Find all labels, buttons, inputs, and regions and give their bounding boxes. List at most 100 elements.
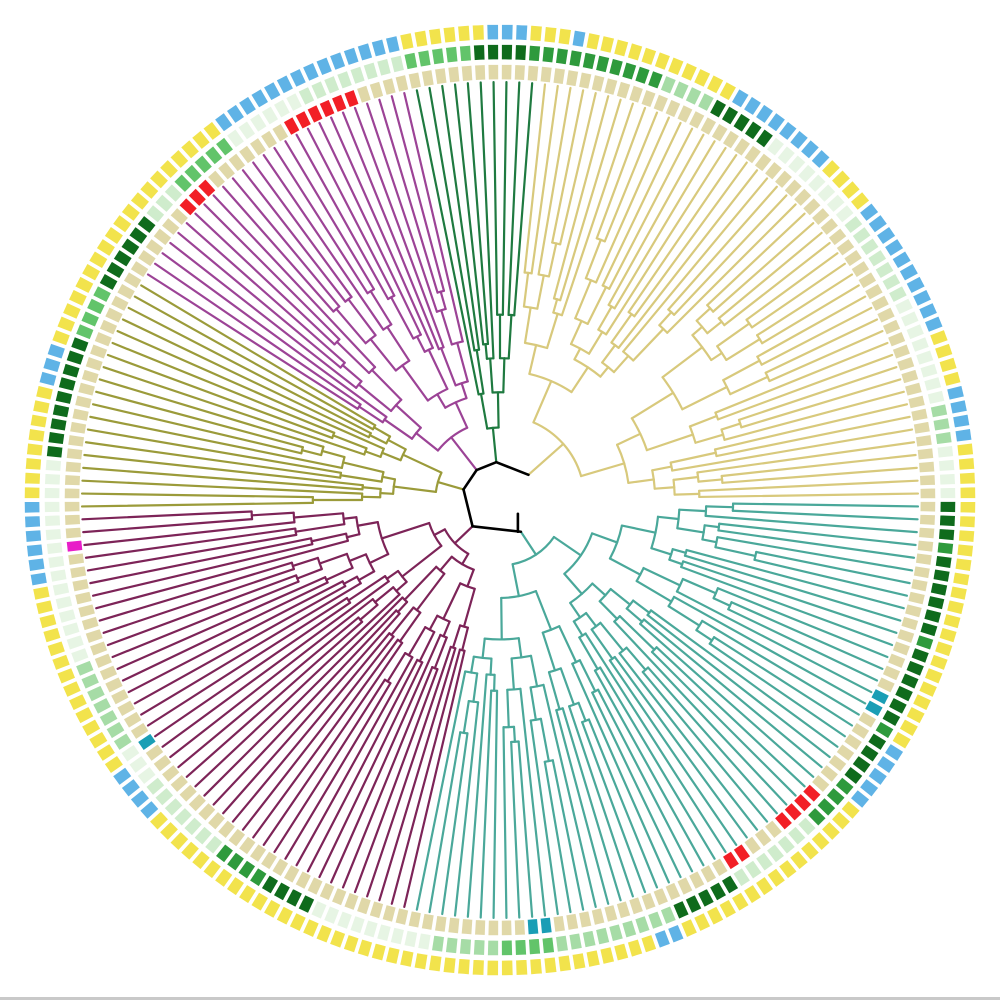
branch-arc bbox=[573, 358, 602, 378]
branch-arc bbox=[753, 550, 758, 561]
internal-branch bbox=[470, 655, 475, 674]
internal-branch bbox=[517, 637, 523, 659]
outer-ring-tile bbox=[653, 50, 672, 72]
internal-branch bbox=[512, 725, 517, 743]
leaf-branch bbox=[353, 106, 445, 349]
leaf-branch bbox=[84, 441, 342, 479]
inner-ring-tile bbox=[698, 115, 718, 137]
internal-branch bbox=[618, 615, 656, 651]
middle-ring-tile bbox=[880, 708, 903, 728]
branch-arc bbox=[595, 237, 606, 243]
leaf-branch bbox=[543, 760, 572, 914]
outer-ring-tile bbox=[94, 742, 117, 763]
internal-branch bbox=[403, 565, 438, 601]
internal-branch bbox=[681, 577, 717, 595]
outer-ring-tile bbox=[398, 31, 416, 52]
inner-ring-tile bbox=[122, 270, 144, 290]
outer-ring-tile bbox=[957, 456, 976, 472]
internal-branch bbox=[479, 392, 489, 430]
outer-ring-tile bbox=[427, 953, 444, 974]
outer-ring-tile bbox=[612, 941, 630, 963]
inner-ring-tile bbox=[226, 826, 247, 849]
branch-arc bbox=[737, 418, 743, 429]
internal-branch bbox=[627, 478, 655, 484]
middle-ring-tile bbox=[815, 796, 838, 818]
inner-ring-tile bbox=[73, 393, 94, 410]
middle-ring-tile bbox=[135, 214, 158, 235]
leaf-branch bbox=[133, 585, 347, 705]
outer-ring-tile bbox=[31, 584, 52, 602]
leaf-branch bbox=[683, 554, 902, 622]
inner-ring-tile bbox=[473, 63, 487, 82]
internal-branch bbox=[507, 313, 513, 360]
inner-ring-tile bbox=[115, 282, 137, 302]
outer-ring-tile bbox=[556, 26, 573, 47]
inner-ring-tile bbox=[70, 407, 91, 423]
middle-ring-tile bbox=[731, 111, 752, 134]
outer-ring-tile bbox=[158, 158, 180, 180]
inner-ring-tile bbox=[115, 698, 137, 718]
branch-arc bbox=[483, 637, 520, 641]
inner-ring-tile bbox=[590, 73, 607, 94]
outer-ring-tile bbox=[730, 87, 751, 110]
inner-ring-tile bbox=[330, 92, 349, 114]
middle-ring-tile bbox=[203, 144, 225, 167]
inner-ring-tile bbox=[742, 834, 763, 857]
outer-ring-tile bbox=[55, 666, 77, 686]
inner-ring-tile bbox=[763, 818, 784, 840]
outer-ring-tile bbox=[514, 958, 529, 977]
inner-ring-tile bbox=[810, 206, 832, 227]
inner-ring-tile bbox=[849, 721, 872, 741]
outer-ring-tile bbox=[542, 955, 559, 975]
branch-arc bbox=[392, 478, 397, 495]
leaf-branch bbox=[523, 83, 547, 274]
middle-ring-tile bbox=[936, 540, 955, 556]
middle-ring-tile bbox=[69, 646, 91, 665]
outer-ring-tile bbox=[788, 128, 810, 151]
leaf-branch bbox=[80, 501, 314, 508]
internal-branch bbox=[461, 552, 470, 566]
outer-ring-tile bbox=[948, 584, 969, 602]
middle-ring-tile bbox=[60, 362, 82, 380]
middle-ring-tile bbox=[322, 74, 341, 96]
internal-branch bbox=[597, 305, 613, 331]
internal-branch bbox=[616, 432, 642, 446]
internal-branch bbox=[436, 393, 447, 409]
internal-branch bbox=[547, 242, 558, 278]
outer-ring-tile bbox=[50, 653, 72, 672]
outer-ring-tile bbox=[287, 911, 308, 933]
outer-ring-tile bbox=[179, 839, 201, 862]
internal-branch bbox=[466, 568, 475, 588]
outer-ring-tile bbox=[937, 356, 959, 374]
internal-branch bbox=[335, 340, 371, 375]
middle-ring-tile bbox=[594, 926, 611, 947]
internal-branch bbox=[563, 572, 583, 595]
middle-ring-tile bbox=[939, 486, 957, 500]
inner-ring-tile bbox=[136, 248, 158, 269]
middle-ring-tile bbox=[225, 850, 246, 873]
internal-branch bbox=[529, 654, 539, 688]
outer-ring-tile bbox=[201, 858, 223, 881]
middle-ring-tile bbox=[866, 731, 889, 752]
outer-ring-tile bbox=[34, 384, 55, 402]
middle-ring-tile bbox=[64, 633, 86, 652]
inner-ring-tile bbox=[420, 68, 436, 88]
inner-ring-tile bbox=[282, 863, 302, 885]
middle-ring-tile bbox=[929, 581, 949, 598]
internal-branch bbox=[569, 601, 582, 619]
middle-ring-tile bbox=[893, 684, 915, 704]
middle-ring-tile bbox=[914, 633, 936, 652]
inner-ring-tile bbox=[63, 513, 82, 527]
leaf-branch bbox=[295, 133, 390, 301]
leaf-branch bbox=[154, 262, 362, 406]
branch-arc bbox=[472, 655, 493, 660]
inner-ring-tile bbox=[109, 687, 131, 707]
branch-arc bbox=[394, 359, 411, 372]
outer-ring-tile bbox=[528, 957, 544, 976]
middle-ring-tile bbox=[527, 937, 542, 956]
middle-ring-tile bbox=[79, 309, 101, 329]
inner-ring-tile bbox=[912, 564, 932, 580]
middle-ring-tile bbox=[513, 938, 528, 957]
outer-ring-tile bbox=[26, 427, 47, 444]
inner-ring-tile bbox=[80, 368, 101, 385]
